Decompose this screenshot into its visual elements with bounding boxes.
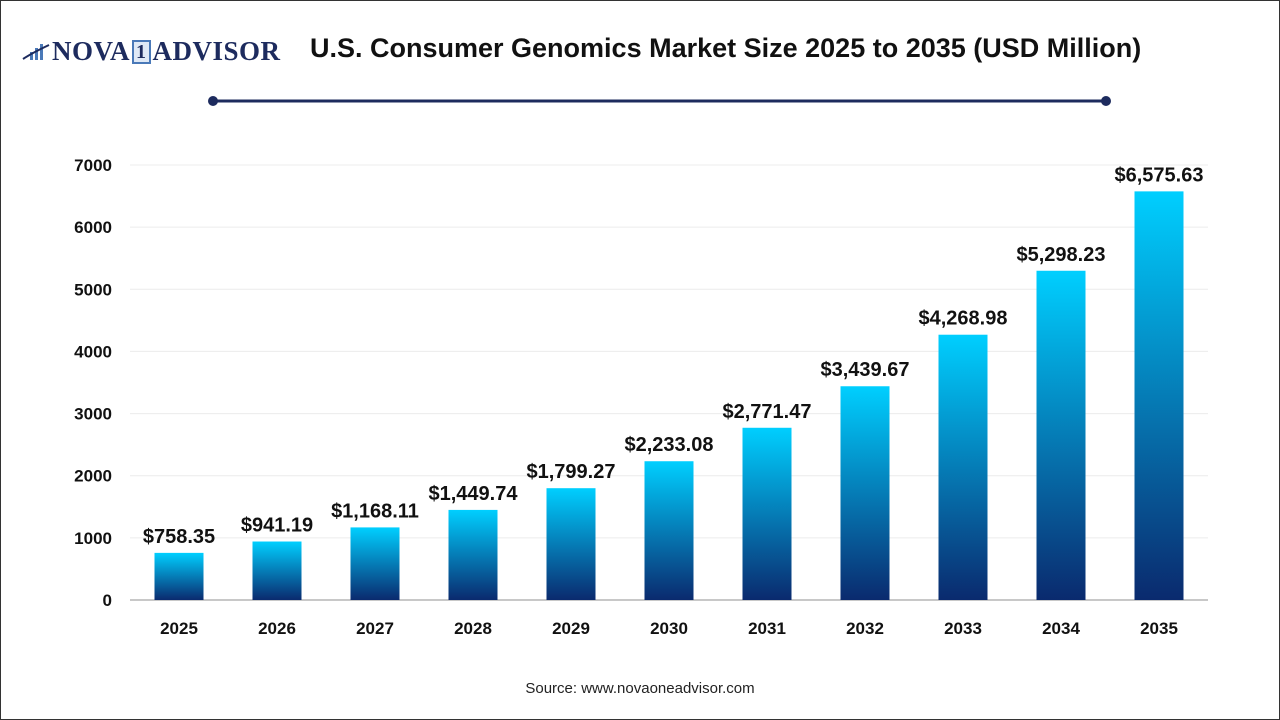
chart-title: U.S. Consumer Genomics Market Size 2025 … — [310, 33, 1142, 63]
y-tick-label: 7000 — [74, 156, 112, 175]
y-tick-label: 6000 — [74, 218, 112, 237]
bar-2030 — [644, 461, 694, 600]
x-tick-label: 2031 — [748, 619, 786, 638]
x-tick-label: 2026 — [258, 619, 296, 638]
logo-text-advisor: ADVISOR — [152, 36, 281, 66]
bar-2035 — [1134, 191, 1184, 600]
data-label: $758.35 — [143, 526, 215, 548]
data-label: $941.19 — [241, 515, 313, 537]
logo-text-nova: NOVA — [52, 36, 131, 66]
data-label: $1,449.74 — [429, 483, 519, 505]
data-label: $4,268.98 — [919, 308, 1008, 330]
y-tick-label: 3000 — [74, 405, 112, 424]
x-tick-label: 2029 — [552, 619, 590, 638]
x-tick-label: 2025 — [160, 619, 198, 638]
bar-2032 — [840, 386, 890, 600]
bar-chart-swoosh-icon — [22, 43, 50, 60]
x-tick-label: 2027 — [356, 619, 394, 638]
bar-2034 — [1036, 270, 1086, 600]
bar-2026 — [252, 541, 302, 600]
x-tick-label: 2033 — [944, 619, 982, 638]
y-tick-label: 2000 — [74, 467, 112, 486]
bar-2029 — [546, 488, 596, 600]
bar-2027 — [350, 527, 400, 600]
y-tick-label: 5000 — [74, 280, 112, 299]
logo: NOVA 1 ADVISOR — [22, 36, 281, 67]
data-label: $5,298.23 — [1017, 244, 1106, 266]
bar-2025 — [154, 552, 204, 600]
y-tick-label: 0 — [103, 591, 112, 610]
x-tick-label: 2030 — [650, 619, 688, 638]
x-tick-label: 2034 — [1042, 619, 1080, 638]
data-label: $2,771.47 — [723, 401, 812, 423]
data-label: $1,799.27 — [527, 461, 616, 483]
x-tick-label: 2035 — [1140, 619, 1178, 638]
y-tick-label: 1000 — [74, 529, 112, 548]
bar-2031 — [742, 427, 792, 600]
logo-text-one: 1 — [132, 39, 151, 64]
bar-2033 — [938, 334, 988, 600]
y-tick-label: 4000 — [74, 342, 112, 361]
data-label: $2,233.08 — [625, 434, 714, 456]
data-label: $6,575.63 — [1115, 164, 1204, 186]
source-note: Source: www.novaoneadvisor.com — [525, 680, 755, 697]
x-tick-label: 2028 — [454, 619, 492, 638]
title-rule — [208, 96, 1111, 106]
data-label: $3,439.67 — [821, 359, 910, 381]
x-tick-label: 2032 — [846, 619, 884, 638]
bar-2028 — [448, 509, 498, 600]
data-label: $1,168.11 — [331, 500, 419, 522]
